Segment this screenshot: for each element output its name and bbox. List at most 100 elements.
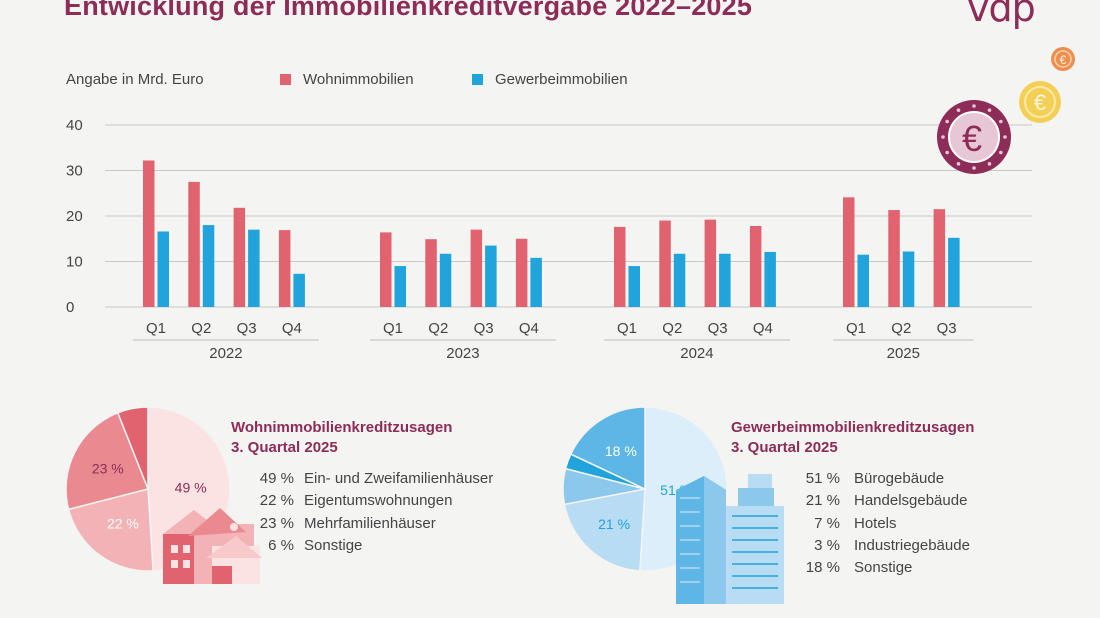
bar-gewerbeimmobilien bbox=[485, 245, 497, 307]
pie-legend-label: Hotels bbox=[854, 514, 897, 532]
pie-legend-value: 22 % bbox=[259, 492, 294, 510]
euro-coin-icon-medium: € bbox=[1019, 81, 1061, 123]
legend-item-gewerbeimmobilien: Gewerbeimmobilien bbox=[472, 71, 628, 88]
coin-star bbox=[956, 162, 961, 166]
house-illustration bbox=[163, 508, 262, 584]
pie-slice bbox=[67, 488, 154, 572]
x-tick-label: Q3 bbox=[474, 320, 494, 337]
bar-wohnimmobilien bbox=[704, 219, 717, 307]
legend-item-wohnimmobilien: Wohnimmobilien bbox=[280, 71, 414, 88]
pie-legend-gewerbeimmobilien: 51 % Bürogebäude 21 % Handelsgebäude 7 % Hote… bbox=[790, 468, 970, 579]
coin-star bbox=[987, 162, 992, 166]
bar-wohnimmobilien bbox=[749, 226, 762, 307]
y-tick-label: 20 bbox=[66, 208, 83, 225]
pie-legend-row: 7 % Hotels bbox=[790, 513, 970, 535]
pie-legend-value: 49 % bbox=[259, 470, 294, 487]
coin-star bbox=[987, 108, 992, 112]
coin-star bbox=[999, 150, 1003, 155]
x-tick-label: Q2 bbox=[428, 320, 448, 337]
year-label: 2025 bbox=[887, 345, 920, 362]
y-tick-label: 0 bbox=[66, 299, 74, 316]
bar-gewerbeimmobilien bbox=[394, 266, 406, 307]
pie-legend-row: 51 % Bürogebäude bbox=[790, 468, 970, 490]
bar-wohnimmobilien bbox=[425, 239, 437, 307]
pie-subheading-wohnimmobilien: 3. Quartal 2025 bbox=[231, 439, 338, 456]
x-tick-label: Q3 bbox=[708, 320, 728, 337]
pie-legend-value: 6 % bbox=[268, 536, 294, 554]
pie-slice bbox=[116, 406, 149, 490]
bar-wohnimmobilien bbox=[888, 210, 900, 307]
x-tick-label: Q4 bbox=[519, 320, 539, 337]
x-tick-label: Q2 bbox=[891, 320, 911, 337]
pie-legend-row: 49 % Ein- und Zweifamilienhäuser bbox=[232, 468, 493, 490]
pie-slice-label: 23 % bbox=[92, 461, 124, 477]
bar-gewerbeimmobilien bbox=[248, 229, 260, 307]
pie-slice-label: 21 % bbox=[598, 516, 630, 532]
bar-wohnimmobilien bbox=[614, 226, 626, 307]
legend-label-wohnimmobilien: Wohnimmobilien bbox=[303, 71, 414, 88]
pie-slice bbox=[569, 406, 646, 491]
bar-gewerbeimmobilien bbox=[857, 254, 869, 307]
pie-slice-label: 22 % bbox=[107, 515, 139, 531]
bar-wohnimmobilien bbox=[143, 160, 155, 307]
pie-title-wohnimmobilien: Wohnimmobilienkreditzusagen 3. Quartal 2… bbox=[231, 418, 452, 458]
coin-star bbox=[999, 119, 1003, 124]
pie-legend-label: Industriegebäude bbox=[854, 536, 970, 554]
bar-wohnimmobilien bbox=[380, 232, 392, 307]
pie-heading-wohnimmobilien: Wohnimmobilienkreditzusagen bbox=[231, 419, 453, 436]
bar-gewerbeimmobilien bbox=[948, 237, 960, 307]
pie-legend-label: Mehrfamilienhäuser bbox=[304, 514, 436, 532]
office-building-illustration bbox=[676, 474, 784, 604]
coin-star bbox=[956, 108, 961, 112]
pie-legend-row: 18 % Sonstige bbox=[790, 557, 970, 579]
year-label: 2024 bbox=[680, 345, 713, 362]
x-tick-label: Q3 bbox=[937, 320, 957, 337]
bar-gewerbeimmobilien bbox=[202, 225, 215, 307]
x-tick-label: Q4 bbox=[753, 320, 773, 337]
pie-slice-label: 18 % bbox=[605, 443, 637, 459]
pie-legend-value: 51 % bbox=[805, 470, 840, 487]
vdp-logo: vdp bbox=[967, 0, 1036, 30]
pie-legend-label: Sonstige bbox=[304, 536, 363, 554]
pie-heading-gewerbeimmobilien: Gewerbeimmobilienkreditzusagen bbox=[731, 419, 975, 436]
legend-label-gewerbeimmobilien: Gewerbeimmobilien bbox=[495, 71, 628, 88]
x-tick-label: Q3 bbox=[237, 320, 257, 337]
svg-text:€: € bbox=[1060, 53, 1067, 67]
x-tick-label: Q1 bbox=[383, 320, 403, 337]
pie-legend-label: Eigentumswohnungen bbox=[304, 492, 453, 510]
x-tick-label: Q1 bbox=[846, 320, 866, 337]
pie-legend-row: 22 % Eigentumswohnungen bbox=[232, 490, 493, 512]
bar-wohnimmobilien bbox=[470, 229, 483, 307]
chart-title: Entwicklung der Immobilienkreditvergabe … bbox=[64, 0, 753, 21]
euro-coin-icon-large: € bbox=[937, 100, 1011, 174]
coin-star bbox=[941, 135, 945, 139]
pie-legend-value: 23 % bbox=[259, 514, 294, 532]
coin-star bbox=[945, 119, 949, 124]
bar-gewerbeimmobilien bbox=[719, 253, 731, 307]
pie-subheading-gewerbeimmobilien: 3. Quartal 2025 bbox=[731, 439, 838, 456]
y-tick-label: 10 bbox=[66, 254, 83, 271]
bar-wohnimmobilien bbox=[233, 207, 246, 307]
bar-gewerbeimmobilien bbox=[530, 257, 542, 307]
pie-legend-value: 18 % bbox=[805, 559, 840, 577]
year-label: 2022 bbox=[209, 345, 242, 362]
bar-wohnimmobilien bbox=[843, 197, 855, 307]
euro-coin-icon-small: € bbox=[1051, 47, 1075, 71]
bar-gewerbeimmobilien bbox=[157, 231, 169, 307]
pie-legend-row: 23 % Mehrfamilienhäuser bbox=[232, 513, 493, 535]
coin-star bbox=[945, 150, 949, 155]
bar-gewerbeimmobilien bbox=[439, 253, 452, 307]
coin-star bbox=[972, 166, 976, 170]
legend-swatch-wohnimmobilien bbox=[280, 74, 291, 85]
pie-legend-row: 3 % Industriegebäude bbox=[790, 535, 970, 557]
x-tick-label: Q4 bbox=[282, 320, 302, 337]
coin-star bbox=[972, 104, 976, 108]
pie-title-gewerbeimmobilien: Gewerbeimmobilienkreditzusagen 3. Quarta… bbox=[731, 418, 974, 458]
y-tick-label: 40 bbox=[66, 117, 83, 134]
x-tick-label: Q2 bbox=[662, 320, 682, 337]
pie-legend-label: Ein- und Zweifamilienhäuser bbox=[304, 470, 494, 487]
x-tick-label: Q1 bbox=[146, 320, 166, 337]
pie-slice bbox=[65, 411, 150, 511]
